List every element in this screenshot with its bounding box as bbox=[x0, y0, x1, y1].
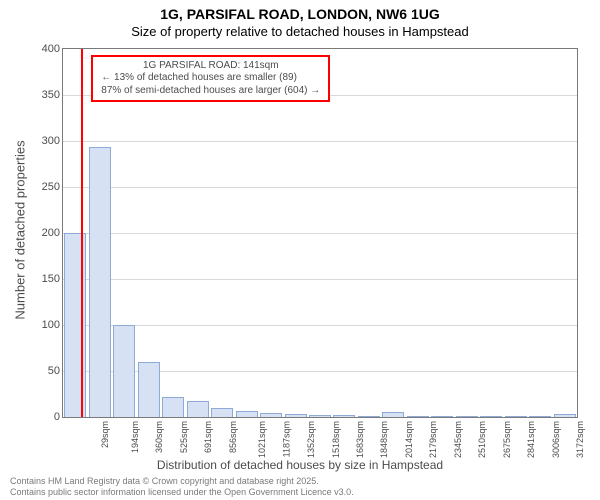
histogram-bar bbox=[480, 416, 502, 417]
x-tick-label: 2345sqm bbox=[453, 421, 463, 458]
gridline bbox=[63, 325, 577, 326]
gridline bbox=[63, 279, 577, 280]
histogram-bar bbox=[358, 416, 380, 417]
x-tick-label: 3006sqm bbox=[551, 421, 561, 458]
x-tick-label: 2179sqm bbox=[428, 421, 438, 458]
annotation-box: 1G PARSIFAL ROAD: 141sqm← 13% of detache… bbox=[91, 55, 330, 103]
histogram-bar bbox=[162, 397, 184, 417]
annotation-line: ← 13% of detached houses are smaller (89… bbox=[101, 72, 320, 85]
annotation-line: 87% of semi-detached houses are larger (… bbox=[101, 85, 320, 98]
histogram-bar bbox=[456, 416, 478, 417]
histogram-bar bbox=[89, 147, 111, 417]
y-tick-label: 250 bbox=[28, 181, 60, 193]
attribution-text: Contains HM Land Registry data © Crown c… bbox=[10, 476, 590, 498]
y-tick-label: 300 bbox=[28, 135, 60, 147]
x-tick-label: 1518sqm bbox=[331, 421, 341, 458]
property-size-chart: 1G, PARSIFAL ROAD, LONDON, NW6 1UG Size … bbox=[0, 0, 600, 500]
histogram-bar bbox=[211, 408, 233, 417]
x-tick-label: 3172sqm bbox=[575, 421, 585, 458]
x-tick-label: 2510sqm bbox=[477, 421, 487, 458]
x-tick-label: 2675sqm bbox=[502, 421, 512, 458]
gridline bbox=[63, 233, 577, 234]
histogram-bar bbox=[285, 414, 307, 417]
gridline bbox=[63, 187, 577, 188]
y-tick-label: 200 bbox=[28, 227, 60, 239]
x-tick-label: 1352sqm bbox=[306, 421, 316, 458]
histogram-bar bbox=[554, 414, 576, 417]
histogram-bar bbox=[333, 415, 355, 417]
histogram-bar bbox=[260, 413, 282, 417]
y-tick-label: 50 bbox=[28, 365, 60, 377]
x-tick-label: 1187sqm bbox=[281, 421, 291, 457]
histogram-bar bbox=[138, 362, 160, 417]
histogram-bar bbox=[309, 415, 331, 417]
plot-area: 29sqm194sqm360sqm525sqm691sqm856sqm1021s… bbox=[62, 48, 578, 418]
x-tick-label: 856sqm bbox=[228, 421, 238, 453]
histogram-bar bbox=[382, 412, 404, 417]
x-tick-label: 2841sqm bbox=[526, 421, 536, 458]
x-tick-label: 1021sqm bbox=[257, 421, 267, 458]
subject-property-marker bbox=[81, 49, 83, 417]
histogram-bar bbox=[187, 401, 209, 417]
x-tick-label: 360sqm bbox=[154, 421, 164, 453]
chart-title-main: 1G, PARSIFAL ROAD, LONDON, NW6 1UG bbox=[0, 6, 600, 22]
x-axis-label: Distribution of detached houses by size … bbox=[0, 458, 600, 472]
gridline bbox=[63, 141, 577, 142]
x-tick-label: 525sqm bbox=[179, 421, 189, 453]
attribution-line: Contains HM Land Registry data © Crown c… bbox=[10, 476, 590, 487]
x-tick-label: 2014sqm bbox=[404, 421, 414, 458]
y-tick-label: 350 bbox=[28, 89, 60, 101]
chart-title-sub: Size of property relative to detached ho… bbox=[0, 24, 600, 39]
y-tick-label: 400 bbox=[28, 43, 60, 55]
histogram-bar bbox=[113, 325, 135, 417]
annotation-line: 1G PARSIFAL ROAD: 141sqm bbox=[101, 60, 320, 73]
attribution-line: Contains public sector information licen… bbox=[10, 487, 590, 498]
x-tick-label: 1683sqm bbox=[355, 421, 365, 458]
y-tick-label: 100 bbox=[28, 319, 60, 331]
x-tick-label: 1848sqm bbox=[380, 421, 390, 458]
histogram-bar bbox=[236, 411, 258, 417]
y-tick-label: 150 bbox=[28, 273, 60, 285]
histogram-bar bbox=[529, 416, 551, 417]
histogram-bar bbox=[431, 416, 453, 417]
histogram-bar bbox=[407, 416, 429, 417]
x-tick-label: 691sqm bbox=[203, 421, 213, 453]
x-tick-label: 29sqm bbox=[100, 421, 110, 448]
y-axis-label: Number of detached properties bbox=[13, 140, 28, 319]
y-tick-label: 0 bbox=[28, 411, 60, 423]
histogram-bar bbox=[505, 416, 527, 417]
x-tick-label: 194sqm bbox=[130, 421, 140, 453]
